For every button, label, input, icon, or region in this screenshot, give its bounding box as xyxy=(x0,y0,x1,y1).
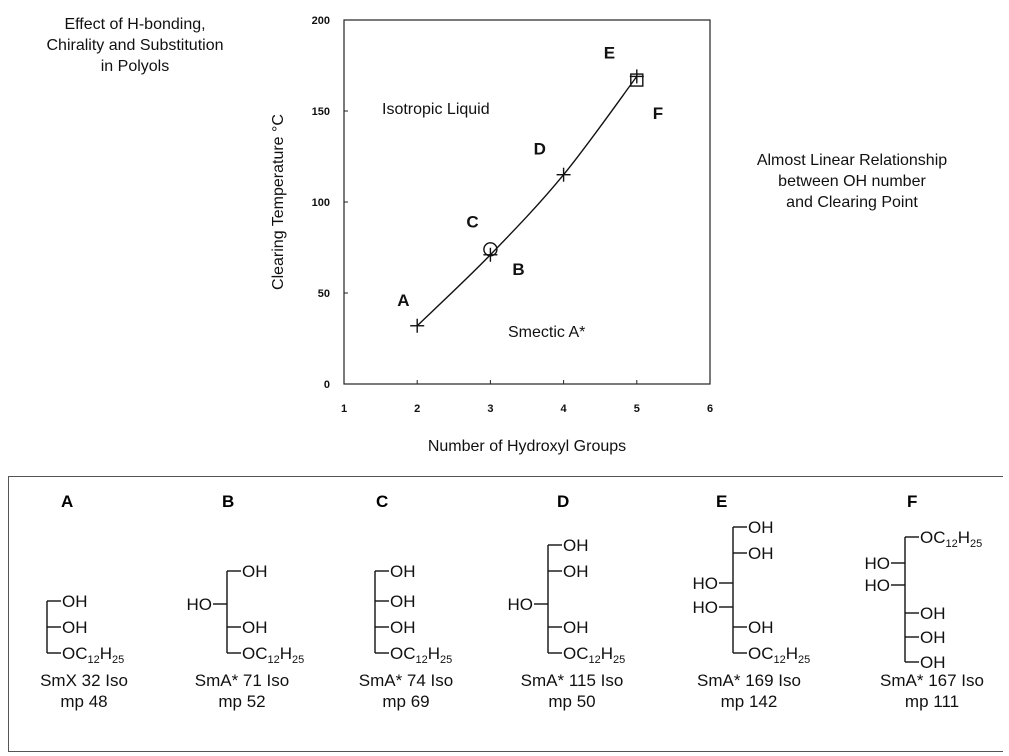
note-line-2: between OH number xyxy=(778,173,926,190)
x-axis-label: Number of Hydroxyl Groups xyxy=(428,438,626,455)
trend-line xyxy=(416,76,638,327)
phase-a: SmX 32 Iso xyxy=(40,671,128,690)
clearing-point-chart: 1 2 3 4 5 6 0 50 100 150 200 A B C D E F Isotropic Liq… xyxy=(270,15,713,455)
compound-c-dodecyloxy-group: OC12H25 xyxy=(390,644,452,666)
compound-b-oh-group: OH xyxy=(242,562,268,581)
compound-label-f: F xyxy=(907,492,917,511)
phase-f: SmA* 167 Iso xyxy=(880,671,984,690)
smectic-label: Smectic A* xyxy=(508,324,585,341)
isotropic-liquid-label: Isotropic Liquid xyxy=(382,101,490,118)
x-tick-label: 6 xyxy=(707,403,713,415)
caption-d: SmA* 115 Iso mp 50 xyxy=(497,670,647,712)
y-axis-label: Clearing Temperature °C xyxy=(270,114,287,290)
mp-f: mp 111 xyxy=(904,692,960,711)
y-tick-label: 0 xyxy=(324,379,330,391)
compound-label-d: D xyxy=(557,492,569,511)
x-tick-label: 5 xyxy=(634,403,640,415)
compound-a-oh-group: OH xyxy=(62,618,88,637)
point-label-b: B xyxy=(512,260,524,279)
compound-e-dodecyloxy-group: OC12H25 xyxy=(748,644,810,666)
compound-b-ho-group: HO xyxy=(187,595,213,614)
title-line-1: Effect of H-bonding, xyxy=(64,16,206,33)
mp-a: mp 48 xyxy=(60,692,108,711)
y-axis-ticks: 0 50 100 150 200 xyxy=(312,15,348,391)
x-tick-label: 4 xyxy=(561,403,568,415)
point-label-c: C xyxy=(466,212,478,231)
note-line-1: Almost Linear Relationship xyxy=(756,152,948,169)
title-line-3: in Polyols xyxy=(100,58,170,75)
phase-b: SmA* 71 Iso xyxy=(194,671,290,690)
x-tick-label: 3 xyxy=(487,403,493,415)
point-label-d: D xyxy=(534,140,546,159)
compound-e-oh-group: OH xyxy=(748,518,774,537)
marker-f xyxy=(630,73,644,87)
data-markers xyxy=(410,69,644,333)
compound-e-ho-group: HO xyxy=(693,598,719,617)
caption-b: SmA* 71 Iso mp 52 xyxy=(167,670,317,712)
compound-e-oh-group: OH xyxy=(748,618,774,637)
compound-f-oh-group: OH xyxy=(920,628,946,647)
point-label-e: E xyxy=(604,43,615,62)
compound-f-ho-group: HO xyxy=(865,554,891,573)
compound-label-c: C xyxy=(376,492,388,511)
compound-a-dodecyloxy-group: OC12H25 xyxy=(62,644,124,666)
caption-f: SmA* 167 Iso mp 111 xyxy=(857,670,1007,712)
marker-a xyxy=(410,318,425,333)
y-tick-label: 150 xyxy=(312,106,330,118)
compound-label-b: B xyxy=(222,492,234,511)
compound-d-ho-group: HO xyxy=(508,595,534,614)
x-tick-label: 1 xyxy=(341,403,347,415)
compound-d-dodecyloxy-group: OC12H25 xyxy=(563,644,625,666)
compound-f-dodecyloxy-group: OC12H25 xyxy=(920,528,982,550)
compound-b-oh-group: OH xyxy=(242,618,268,637)
marker-c xyxy=(483,242,498,257)
marker-d xyxy=(556,167,571,182)
figure-title: Effect of H-bonding, Chirality and Subst… xyxy=(0,14,270,77)
compound-f-oh-group: OH xyxy=(920,604,946,623)
y-tick-label: 200 xyxy=(312,15,330,27)
phase-c: SmA* 74 Iso xyxy=(358,671,454,690)
phase-e: SmA* 169 Iso xyxy=(697,671,801,690)
caption-e: SmA* 169 Iso mp 142 xyxy=(674,670,824,712)
compound-panel: A B C D E F OH OH OC12H25 OH OH OC12H25 HO OH OH OH OC12… xyxy=(8,476,1003,752)
mp-c: mp 69 xyxy=(382,692,430,711)
mp-e: mp 142 xyxy=(720,692,778,711)
compound-c-oh-group: OH xyxy=(390,562,416,581)
compound-e-ho-group: HO xyxy=(693,574,719,593)
point-label-a: A xyxy=(397,291,409,310)
compound-d-oh-group: OH xyxy=(563,562,589,581)
phase-d: SmA* 115 Iso xyxy=(520,671,624,690)
compound-a-oh-group: OH xyxy=(62,592,88,611)
mp-d: mp 50 xyxy=(548,692,596,711)
compound-f-ho-group: HO xyxy=(865,576,891,595)
compound-b-dodecyloxy-group: OC12H25 xyxy=(242,644,304,666)
compound-label-a: A xyxy=(61,492,73,511)
y-tick-label: 100 xyxy=(312,197,330,209)
compound-d-oh-group: OH xyxy=(563,618,589,637)
relationship-note: Almost Linear Relationship between OH nu… xyxy=(712,150,992,213)
compound-c-oh-group: OH xyxy=(390,618,416,637)
x-tick-label: 2 xyxy=(414,403,420,415)
compound-f-oh-group: OH xyxy=(920,653,946,672)
compound-c-oh-group: OH xyxy=(390,592,416,611)
point-label-f: F xyxy=(653,104,663,123)
mp-b: mp 52 xyxy=(218,692,266,711)
compound-d-oh-group: OH xyxy=(563,536,589,555)
point-labels: A B C D E F xyxy=(397,43,663,309)
note-line-3: and Clearing Point xyxy=(786,194,918,211)
y-tick-label: 50 xyxy=(318,288,330,300)
caption-c: SmA* 74 Iso mp 69 xyxy=(331,670,481,712)
marker-e xyxy=(629,69,644,84)
caption-a: SmX 32 Iso mp 48 xyxy=(9,670,159,712)
structures-drawing: A B C D E F OH OH OC12H25 OH OH OC12H25 HO OH OH OH OC12… xyxy=(46,492,982,672)
compound-label-e: E xyxy=(716,492,727,511)
x-axis-ticks: 1 2 3 4 5 6 xyxy=(341,380,713,415)
compound-e-oh-group: OH xyxy=(748,544,774,563)
title-line-2: Chirality and Substitution xyxy=(46,37,224,54)
